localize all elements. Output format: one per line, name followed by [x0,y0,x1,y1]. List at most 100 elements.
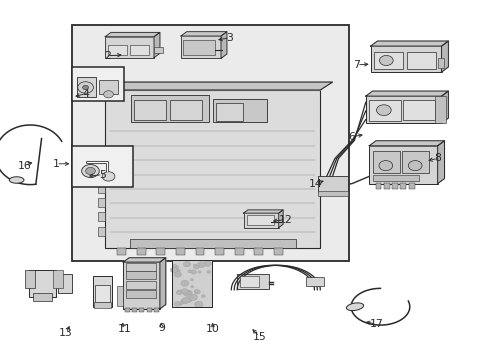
Bar [305,277,324,286]
Bar [246,215,273,225]
Text: 4: 4 [82,89,89,99]
Bar [216,103,243,121]
Text: 12: 12 [279,215,292,225]
Circle shape [174,272,181,277]
Circle shape [187,270,191,273]
Circle shape [178,302,183,305]
Bar [365,96,441,123]
Bar [132,308,137,312]
Bar [237,274,268,289]
Bar [139,308,144,312]
Text: 14: 14 [308,179,322,189]
Bar [134,100,166,120]
Polygon shape [278,210,283,228]
Bar [29,270,56,297]
Text: 17: 17 [369,319,383,329]
Bar [77,77,96,97]
Polygon shape [105,32,160,37]
Text: 1: 1 [53,159,60,169]
Circle shape [194,289,200,294]
Bar [99,80,118,94]
Bar [95,285,110,302]
Bar [368,100,400,121]
Bar [72,146,133,187]
Bar [400,183,406,189]
Polygon shape [441,41,447,72]
Circle shape [193,264,196,267]
Circle shape [197,262,205,268]
Circle shape [172,264,177,267]
Bar [146,308,151,312]
Text: 11: 11 [118,324,131,334]
Polygon shape [160,258,165,309]
Circle shape [378,161,392,171]
Circle shape [177,290,183,294]
Circle shape [176,291,181,294]
Circle shape [190,286,193,288]
Ellipse shape [9,177,24,183]
Polygon shape [368,141,444,146]
Circle shape [379,55,392,66]
Polygon shape [243,210,283,213]
Circle shape [81,165,99,177]
Bar [117,248,126,255]
Bar [254,248,263,255]
Polygon shape [441,91,447,123]
Bar [368,146,437,184]
Bar [243,213,278,228]
Polygon shape [437,141,444,184]
Circle shape [181,289,188,294]
Bar [107,45,127,55]
Text: 5: 5 [99,170,106,180]
Polygon shape [365,91,447,96]
Polygon shape [370,41,447,46]
Circle shape [193,297,197,300]
Circle shape [190,279,193,281]
Bar [129,45,149,55]
Bar [181,36,221,58]
Bar [176,248,184,255]
Text: 16: 16 [18,161,31,171]
Circle shape [181,280,188,286]
Circle shape [182,297,190,303]
Circle shape [201,294,205,298]
Circle shape [188,294,197,301]
Polygon shape [221,32,226,58]
Bar [408,183,414,189]
Circle shape [170,267,177,273]
Text: 3: 3 [226,33,233,43]
Bar [391,183,397,189]
Polygon shape [181,32,226,36]
Circle shape [103,91,113,98]
Text: 13: 13 [59,328,73,338]
Bar [370,46,441,72]
Bar [317,176,347,192]
Circle shape [186,298,192,302]
Bar [154,308,159,312]
Bar [117,286,123,306]
Circle shape [376,105,390,116]
Text: 15: 15 [252,332,265,342]
Bar [372,175,418,181]
Circle shape [85,167,95,175]
Bar [25,270,35,288]
Bar [98,169,105,178]
Bar [170,100,202,120]
Bar [437,58,443,68]
Bar [183,40,215,55]
Circle shape [174,301,181,306]
Bar [383,183,389,189]
Circle shape [82,85,88,90]
Bar [434,96,445,123]
Bar [215,248,224,255]
Bar [372,151,399,173]
Bar [72,25,348,261]
Bar [137,248,145,255]
Bar [105,37,154,58]
Bar [123,262,160,309]
Circle shape [172,265,179,270]
Circle shape [194,301,203,307]
Circle shape [78,82,93,93]
Polygon shape [105,82,332,90]
Text: 6: 6 [348,132,355,142]
